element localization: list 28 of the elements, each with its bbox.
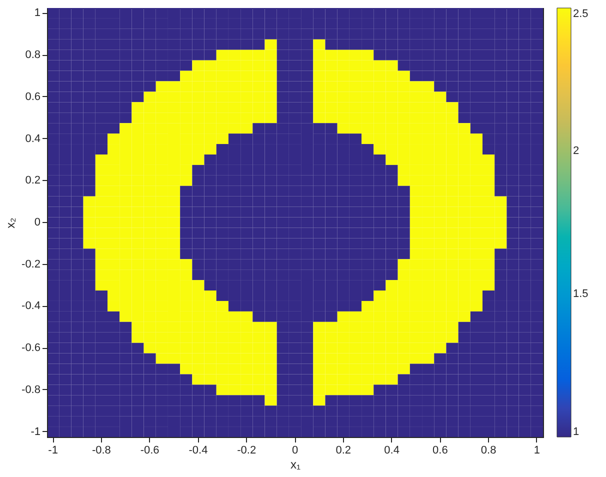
- y-axis-title: x₂: [4, 217, 18, 228]
- y-tick-label: -0.2: [22, 258, 40, 270]
- x-tick-label: -0.2: [237, 444, 256, 456]
- x-tick-label: -0.4: [188, 444, 208, 456]
- x-tick-label: 0.8: [480, 444, 496, 456]
- y-tick-label: -0.8: [22, 384, 40, 396]
- x-tick-label: 0.4: [384, 444, 400, 456]
- y-tick-label: 0.2: [25, 174, 40, 187]
- x-tick-label: -1: [48, 444, 58, 456]
- color-bar-label: 2: [573, 145, 580, 157]
- x-tick-label: 0.2: [336, 444, 352, 456]
- color-bar-label: 1.5: [573, 288, 588, 300]
- y-tick-label: 0.4: [25, 132, 40, 145]
- x-tick-label: -0.8: [92, 444, 111, 456]
- y-tick-label: 1: [34, 7, 40, 20]
- y-tick-label: -0.6: [22, 342, 40, 354]
- y-tick-label: 0.8: [25, 49, 40, 62]
- y-tick-label: -1: [30, 426, 40, 438]
- x-tick-label: 0: [292, 444, 298, 456]
- color-bar-label: 2.5: [573, 8, 588, 20]
- y-tick-label: 0.6: [25, 90, 40, 103]
- y-tick-label: 0: [34, 216, 40, 228]
- color-bar-label: 1: [573, 426, 580, 438]
- y-tick-label: -0.4: [22, 300, 40, 312]
- x-tick-label: -0.6: [140, 444, 160, 456]
- x-tick-label: 1: [534, 444, 540, 456]
- x-tick-label: 0.6: [432, 444, 448, 456]
- x-axis-title: x₁: [290, 458, 301, 472]
